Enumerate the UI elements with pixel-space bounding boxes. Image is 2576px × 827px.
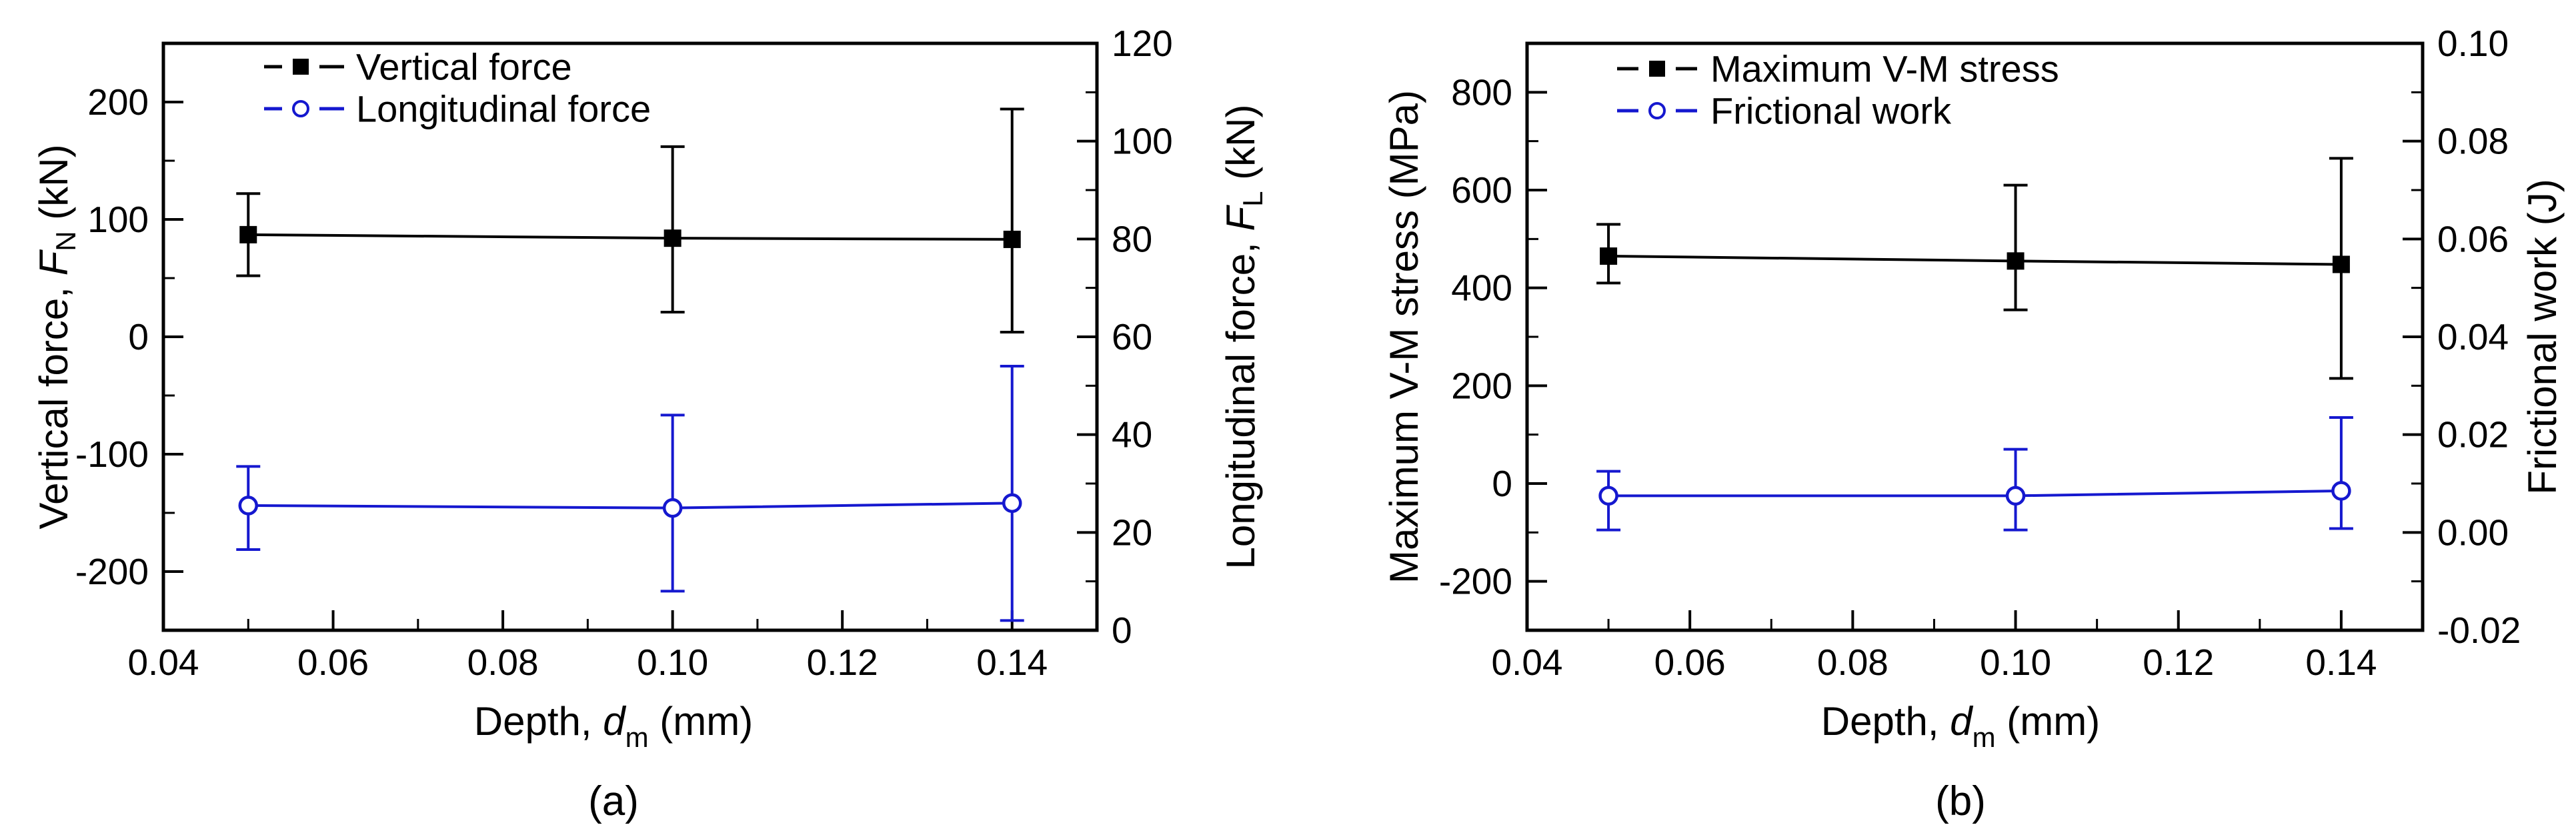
data-point-circle [1598, 486, 1618, 506]
plot-frame [161, 41, 1099, 632]
legend-row-longitudinal-force: Longitudinal force [264, 88, 651, 130]
right-axis-title: Longitudinal force, FL (kN) [1218, 105, 1268, 570]
data-point-circle [1002, 493, 1022, 514]
right-tick-label: -0.02 [2437, 610, 2521, 651]
chart-a: 0.04 0.06 0.08 0.10 0.12 0.14 -200 -100 0 100 200 0… [31, 23, 1268, 824]
legend-label: Maximum V-M stress [1710, 48, 2059, 90]
left-tick-label: 400 [1451, 267, 1512, 309]
plot-frame [1525, 41, 2425, 632]
x-axis-title: Depth, dm (mm) [474, 699, 753, 753]
left-axis-title: Maximum V-M stress (MPa) [1382, 90, 1426, 584]
series-line [1608, 255, 2341, 266]
right-tick-label: 100 [1112, 121, 1173, 162]
left-tick-label: 0 [1492, 463, 1512, 504]
x-tick-label: 0.08 [467, 642, 539, 683]
legend-square-marker [1649, 61, 1665, 77]
right-tick-label: 0 [1112, 610, 1132, 651]
right-tick-label: 20 [1112, 512, 1152, 553]
legend-circle-marker [292, 100, 309, 117]
left-tick-label: 200 [87, 81, 149, 123]
x-tick-label: 0.14 [2305, 642, 2377, 683]
x-tick-label: 0.14 [976, 642, 1048, 683]
right-axis-title: Frictional work (J) [2520, 179, 2565, 494]
right-tick-label: 0.04 [2437, 316, 2509, 357]
data-point-square [1003, 230, 1021, 248]
left-tick-label: -200 [1439, 561, 1512, 602]
series-line [248, 502, 1012, 510]
series-longitudinal-force [236, 365, 1024, 622]
data-point-square [1600, 247, 1618, 265]
data-point-square [239, 225, 257, 243]
series-line [1608, 490, 2341, 498]
series-maximum-v-m-stress [1596, 157, 2353, 380]
series-vertical-force [236, 107, 1024, 333]
x-axis-title: Depth, dm (mm) [1821, 699, 2100, 753]
x-tick-label: 0.12 [2143, 642, 2214, 683]
legend-row-maximum-v-m-stress: Maximum V-M stress [1617, 48, 2059, 90]
left-axis-title: Vertical force, FN (kN) [31, 144, 81, 529]
x-tick-label: 0.10 [1980, 642, 2051, 683]
legend-circle-marker [1648, 102, 1666, 119]
left-tick-label: 800 [1451, 71, 1512, 113]
left-tick-label: -100 [75, 434, 149, 475]
right-tick-label: 60 [1112, 316, 1152, 357]
data-point-square [2332, 255, 2350, 273]
data-point-circle [238, 496, 259, 516]
panel-caption: (b) [1935, 778, 1986, 824]
left-tick-label: 200 [1451, 365, 1512, 406]
chart-b: 0.04 0.06 0.08 0.10 0.12 0.14 -200 0 200 400 600 80… [1382, 23, 2565, 824]
right-tick-label: 80 [1112, 218, 1152, 259]
legend-label: Vertical force [356, 46, 572, 88]
x-tick-label: 0.12 [807, 642, 878, 683]
series-frictional-work [1596, 416, 2353, 532]
x-tick-label: 0.06 [297, 642, 369, 683]
right-tick-label: 0.08 [2437, 121, 2509, 162]
legend-square-marker [293, 59, 309, 75]
x-tick-label: 0.06 [1654, 642, 1726, 683]
right-tick-label: 0.06 [2437, 218, 2509, 259]
data-point-square [2007, 252, 2025, 270]
left-tick-label: 0 [128, 316, 149, 357]
x-tick-label: 0.04 [127, 642, 199, 683]
panel-caption: (a) [588, 778, 639, 824]
right-tick-label: 0.00 [2437, 512, 2509, 553]
x-tick-label: 0.08 [1817, 642, 1888, 683]
legend-label: Longitudinal force [356, 88, 651, 130]
legend-row-frictional-work: Frictional work [1617, 90, 1952, 132]
right-tick-label: 120 [1112, 23, 1173, 64]
data-point-circle [662, 498, 683, 518]
right-tick-label: 40 [1112, 414, 1152, 456]
right-tick-label: 0.10 [2437, 23, 2509, 64]
left-tick-label: 100 [87, 199, 149, 240]
right-tick-label: 0.02 [2437, 414, 2509, 456]
left-tick-label: 600 [1451, 169, 1512, 211]
data-point-circle [2005, 486, 2026, 506]
legend-row-vertical-force: Vertical force [264, 46, 572, 88]
x-tick-label: 0.04 [1491, 642, 1562, 683]
data-point-square [664, 229, 682, 247]
series-line [248, 233, 1012, 241]
left-tick-label: -200 [75, 551, 149, 592]
x-tick-label: 0.10 [637, 642, 708, 683]
data-point-circle [2331, 481, 2351, 501]
legend-label: Frictional work [1710, 90, 1952, 132]
